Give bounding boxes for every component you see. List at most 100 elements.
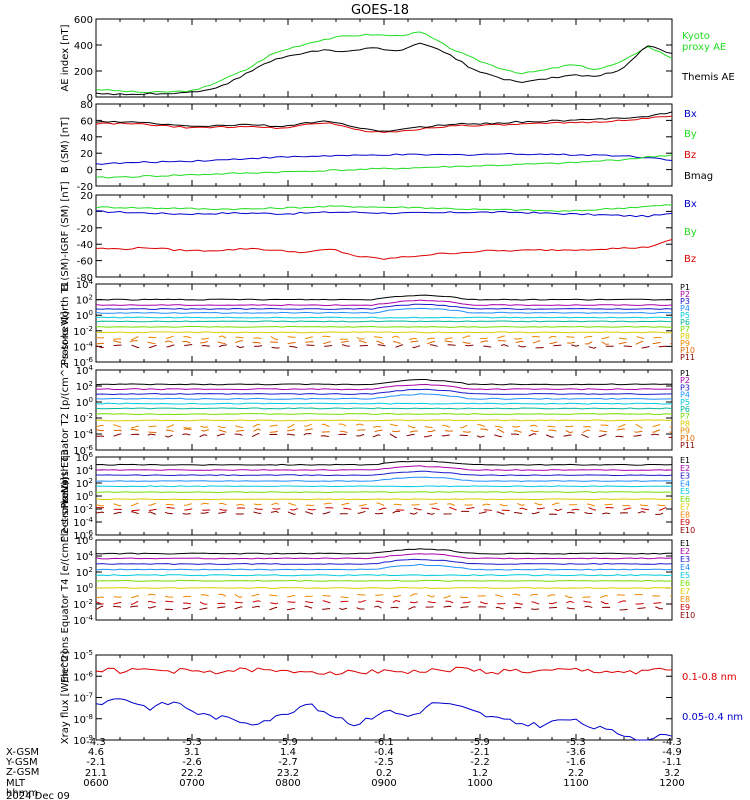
y-tick-label: 0 [87, 207, 93, 218]
ephemeris-value: 0900 [371, 778, 396, 789]
legend-entry: P1 [680, 369, 690, 378]
ephemeris-value: -4.3 [86, 737, 106, 748]
series-line [95, 605, 673, 611]
y-tick-label: 102 [76, 477, 93, 490]
ephemeris-row-label: MLT [6, 778, 26, 789]
legend-entry: E9 [680, 603, 690, 612]
ephemeris-value: -5.3 [182, 737, 202, 748]
y-axis-label: Electrons Equator T4 [e/(cm^2-s-sr-keV)] [60, 477, 71, 683]
legend-entry: P10 [680, 346, 695, 355]
series-line [95, 698, 673, 741]
panel-frame [95, 654, 673, 741]
y-tick-label: 10-2 [73, 325, 93, 338]
legend-entry: E3 [680, 555, 690, 564]
legend-entry: P2 [680, 290, 690, 299]
series-line [95, 335, 673, 341]
ephemeris-value: -2.6 [182, 757, 202, 768]
panel-frame [95, 103, 673, 187]
series-line [95, 239, 673, 260]
ephemeris-value: -4.3 [662, 737, 682, 748]
y-tick-label: 100 [76, 582, 93, 595]
ephemeris-row-label: Y-GSM [5, 757, 38, 768]
ephemeris-value: 2.2 [568, 768, 584, 779]
panel-frame [95, 18, 673, 98]
y-tick-label: 10-2 [73, 503, 93, 516]
ephemeris-value: 22.2 [181, 768, 203, 779]
series-line [95, 407, 673, 410]
y-axis-label: Electrons North T3 [60, 449, 71, 542]
legend-entry: E6 [680, 579, 690, 588]
legend-entry: P3 [680, 383, 690, 392]
series-line [95, 586, 673, 590]
y-tick-label: 40 [80, 133, 93, 144]
y-tick-label: 10-4 [73, 614, 93, 627]
ephemeris-value: -5.9 [278, 737, 298, 748]
legend-entry: P4 [680, 391, 690, 400]
y-tick-label: -60 [77, 257, 93, 268]
ephemeris-value: 0600 [83, 778, 108, 789]
y-tick-label: 100 [76, 490, 93, 503]
ephemeris-value: 0.2 [376, 768, 392, 779]
series-line [95, 299, 673, 307]
y-tick-label: 102 [76, 566, 93, 579]
ephemeris-value: -2.1 [470, 747, 490, 758]
ephemeris-value: 23.2 [277, 768, 299, 779]
ephemeris-row-label: Z-GSM [6, 767, 39, 778]
y-tick-label: 104 [76, 278, 94, 291]
ephemeris-value: -5.3 [566, 737, 586, 748]
legend-entry: P1 [680, 283, 690, 292]
y-tick-label: 104 [76, 364, 94, 377]
series-line [95, 510, 673, 516]
y-tick-label: 0 [87, 93, 93, 104]
series-line [95, 428, 673, 434]
y-tick-label: 600 [74, 15, 93, 26]
ephemeris-value: -2.7 [278, 757, 298, 768]
legend-entry: 0.05-0.4 nm [682, 712, 743, 723]
legend-entry: E2 [680, 464, 690, 473]
series-line [95, 152, 673, 165]
legend-entry: E4 [680, 563, 690, 572]
y-tick-label: 106 [76, 451, 94, 464]
series-line [95, 423, 673, 429]
y-tick-label: -20 [77, 224, 93, 235]
series-line [95, 115, 673, 133]
legend-entry: E7 [680, 587, 690, 596]
ephemeris-value: 21.1 [85, 768, 107, 779]
y-tick-label: 102 [76, 380, 93, 393]
legend-entry: E10 [680, 526, 695, 535]
y-tick-label: -20 [77, 182, 93, 193]
series-line [95, 476, 673, 482]
legend-entry: P4 [680, 304, 690, 313]
y-tick-label: 10-4 [73, 516, 93, 529]
legend-entry: Bmag [684, 171, 713, 182]
y-tick-label: 20 [80, 191, 93, 202]
panel-bigrf: -80 -60 -40 -20 0 20 B (SM)-IGRF (SM) [nT] Bx By… [60, 181, 697, 290]
series-line [95, 42, 673, 96]
y-tick-label: 100 [76, 309, 93, 322]
legend-entry: P6 [680, 405, 690, 414]
legend-entry: E6 [680, 495, 690, 504]
legend-entry: P11 [680, 353, 695, 362]
series-line [95, 574, 673, 577]
legend-entry: P2 [680, 376, 690, 385]
series-line [95, 666, 673, 676]
y-tick-label: 200 [74, 67, 93, 78]
series-line [95, 593, 673, 599]
y-tick-label: 100 [76, 396, 93, 409]
legend-entry: P5 [680, 311, 690, 320]
ephemeris-row-label: hhmm [6, 788, 38, 799]
legend-entry: P9 [680, 339, 690, 348]
y-tick-label: 10-8 [73, 713, 93, 726]
y-tick-label: 60 [80, 116, 93, 127]
legend-entry: P11 [680, 441, 695, 450]
series-line [95, 579, 673, 582]
ephemeris-row-label: X-GSM [6, 747, 39, 758]
legend-entry: Themis AE [681, 72, 735, 83]
legend-entry: proxy AE [682, 42, 726, 53]
